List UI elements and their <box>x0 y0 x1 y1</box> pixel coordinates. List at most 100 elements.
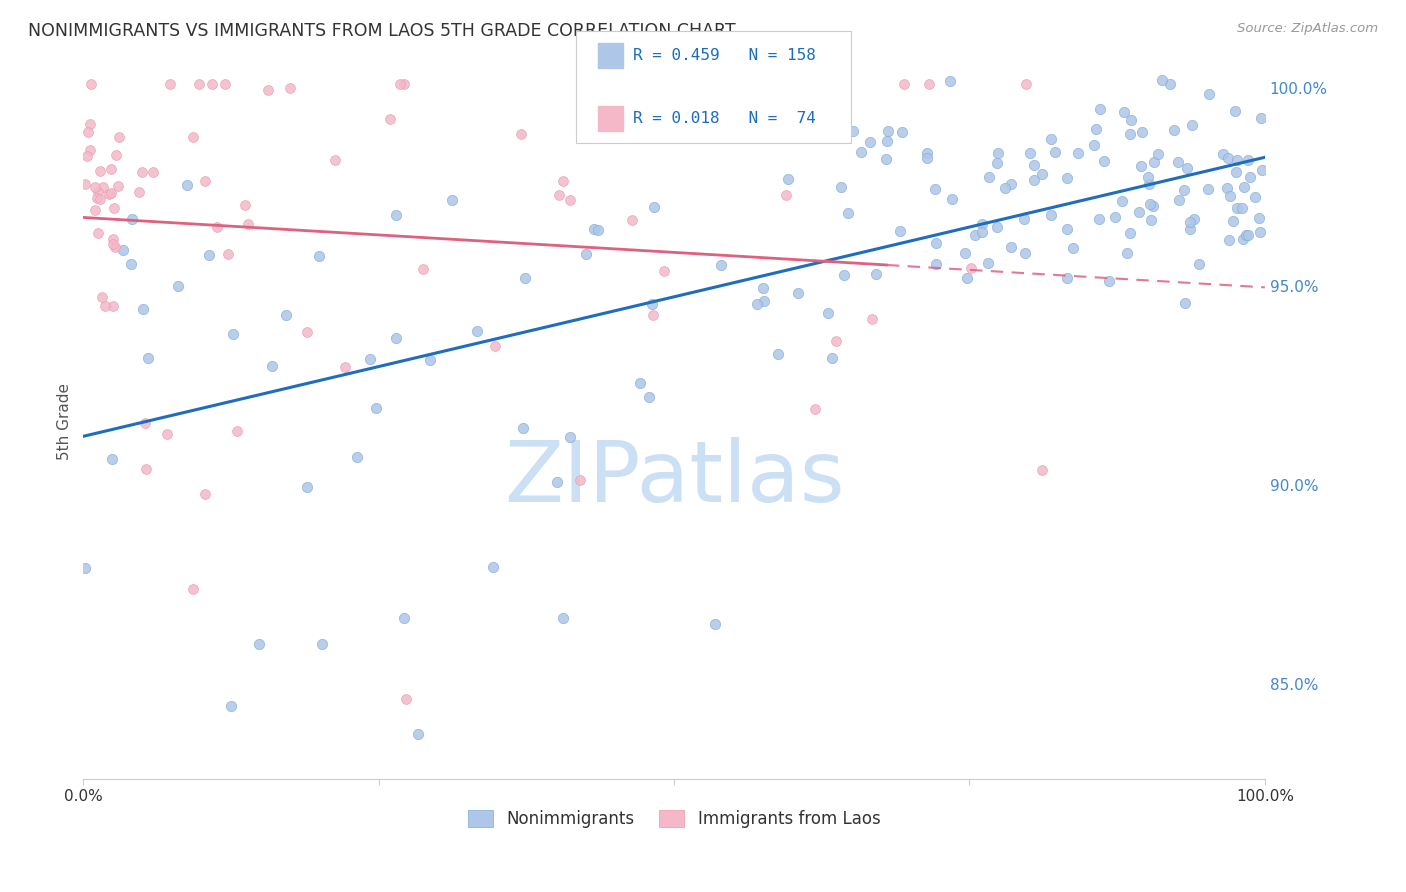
Point <box>94 299 117 313</box>
Point <box>359 351 381 366</box>
Point <box>1173 183 1195 197</box>
Point <box>249 637 271 651</box>
Point <box>219 699 242 714</box>
Point <box>1175 161 1198 175</box>
Point <box>821 351 844 366</box>
Point <box>546 475 568 489</box>
Point <box>1226 153 1249 168</box>
Point <box>977 169 1000 184</box>
Point <box>976 256 998 270</box>
Point <box>1163 123 1185 137</box>
Point <box>73 177 96 191</box>
Point <box>385 331 408 345</box>
Point <box>134 416 156 430</box>
Point <box>156 427 179 442</box>
Point <box>509 127 531 141</box>
Point <box>548 187 571 202</box>
Point <box>135 462 157 476</box>
Point <box>512 421 534 435</box>
Point <box>75 561 97 575</box>
Point <box>1178 215 1201 229</box>
Point <box>1000 177 1022 191</box>
Point <box>101 299 124 313</box>
Point <box>876 134 898 148</box>
Point <box>79 77 101 91</box>
Point <box>84 180 107 194</box>
Point <box>392 77 415 91</box>
Point <box>925 236 948 251</box>
Point <box>970 225 993 239</box>
Point <box>1236 227 1258 242</box>
Point <box>558 429 581 443</box>
Point <box>76 148 98 162</box>
Point <box>103 236 125 251</box>
Point <box>1115 246 1137 260</box>
Point <box>837 206 859 220</box>
Point <box>804 401 827 416</box>
Point <box>419 352 441 367</box>
Point <box>1223 104 1246 119</box>
Point <box>1031 463 1053 477</box>
Point <box>1022 158 1045 172</box>
Point <box>384 208 406 222</box>
Point <box>986 155 1008 169</box>
Point <box>100 186 122 201</box>
Point <box>652 264 675 278</box>
Point <box>1056 270 1078 285</box>
Point <box>1031 168 1053 182</box>
Point <box>346 450 368 464</box>
Point <box>1247 211 1270 225</box>
Point <box>621 212 644 227</box>
Point <box>86 191 108 205</box>
Point <box>297 326 319 340</box>
Point <box>1130 159 1153 173</box>
Point <box>575 247 598 261</box>
Point <box>582 221 605 235</box>
Point <box>1143 155 1166 169</box>
Text: R = 0.018   N =  74: R = 0.018 N = 74 <box>633 112 815 126</box>
Point <box>1139 197 1161 211</box>
Point <box>797 73 820 87</box>
Point <box>297 480 319 494</box>
Point <box>1121 113 1143 128</box>
Point <box>1062 241 1084 255</box>
Point <box>1225 164 1247 178</box>
Point <box>939 73 962 87</box>
Point <box>830 179 852 194</box>
Point <box>188 77 211 91</box>
Point <box>107 179 129 194</box>
Text: NONIMMIGRANTS VS IMMIGRANTS FROM LAOS 5TH GRADE CORRELATION CHART: NONIMMIGRANTS VS IMMIGRANTS FROM LAOS 5T… <box>28 22 735 40</box>
Point <box>1212 147 1234 161</box>
Point <box>558 194 581 208</box>
Point <box>1226 202 1249 216</box>
Point <box>628 376 651 391</box>
Point <box>108 129 131 144</box>
Point <box>1218 233 1240 247</box>
Point <box>1244 190 1267 204</box>
Point <box>893 77 915 91</box>
Point <box>132 302 155 317</box>
Point <box>1239 170 1261 185</box>
Point <box>956 270 979 285</box>
Point <box>412 262 434 277</box>
Point <box>83 203 105 218</box>
Point <box>1056 221 1078 235</box>
Point <box>1232 232 1254 246</box>
Point <box>1236 153 1258 167</box>
Point <box>551 174 574 188</box>
Point <box>183 582 205 596</box>
Point <box>875 153 897 167</box>
Point <box>1152 73 1174 87</box>
Point <box>131 165 153 179</box>
Point <box>1043 145 1066 159</box>
Point <box>201 77 224 91</box>
Point <box>709 258 731 272</box>
Point <box>641 297 664 311</box>
Point <box>1222 213 1244 227</box>
Point <box>1085 121 1108 136</box>
Point <box>1146 147 1168 161</box>
Point <box>915 151 938 165</box>
Point <box>586 222 609 236</box>
Point <box>1014 246 1036 260</box>
Point <box>323 153 346 167</box>
